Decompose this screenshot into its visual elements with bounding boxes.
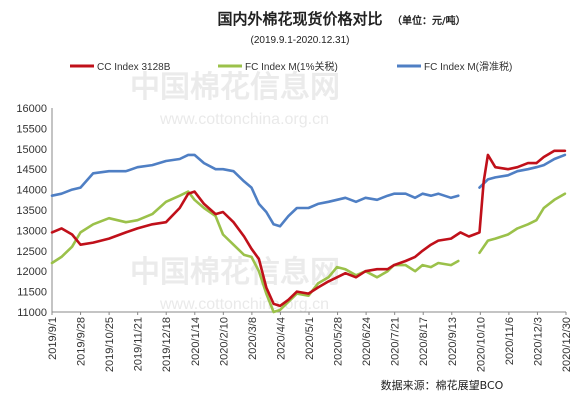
chart-title: 国内外棉花现货价格对比 — [217, 10, 382, 28]
legend-label-cc: CC Index 3128B — [97, 62, 171, 73]
x-tick-label: 2020/8/17 — [418, 317, 430, 366]
legend: CC Index 3128B FC Index M(1%关税) FC Index… — [70, 60, 512, 73]
x-tick-label: 2020/7/21 — [390, 317, 402, 366]
y-tick-label: 13000 — [16, 225, 47, 237]
x-tick-label: 2019/9/28 — [76, 317, 88, 366]
chart-unit: （单位：元/吨） — [392, 14, 466, 27]
y-tick-label: 12500 — [16, 246, 47, 258]
chart-subtitle: (2019.9.1-2020.12.31) — [251, 35, 350, 46]
x-tick-label: 2020/11/6 — [504, 317, 516, 365]
x-tick-label: 2020/4/4 — [275, 317, 287, 360]
x-tick-label: 2020/10/10 — [475, 317, 487, 372]
y-tick-label: 14500 — [16, 164, 47, 176]
watermark-layer: 中国棉花信息网 www.cottonchina.org.cn 中国棉花信息网 w… — [130, 70, 340, 313]
x-tick-label: 2019/9/1 — [47, 317, 59, 360]
y-tick-label: 11500 — [17, 287, 47, 299]
series-line-cc-index — [50, 149, 567, 308]
series-line-fc-index-sliding — [50, 153, 460, 228]
legend-label-fc1: FC Index M(1%关税) — [245, 60, 338, 73]
y-tick-label: 13500 — [16, 205, 47, 217]
x-tick-label: 2020/3/8 — [247, 317, 259, 360]
x-tick-label: 2019/10/25 — [104, 317, 116, 372]
y-tick-label: 16000 — [16, 103, 47, 115]
x-tick-label: 2020/12/3 — [532, 317, 544, 366]
series-line-fc-index-1pct — [478, 192, 567, 255]
x-tick-label: 2020/2/10 — [218, 317, 230, 366]
watermark-url-upper: www.cottonchina.org.cn — [159, 111, 329, 128]
x-tick-labels: 2019/9/1 2019/9/28 2019/10/25 2019/11/21 201… — [47, 312, 573, 372]
y-tick-labels: 16000 15500 15000 14500 14000 13500 13000 12500… — [16, 103, 47, 319]
y-tick-label: 11000 — [17, 307, 47, 319]
y-tick-label: 12000 — [16, 266, 47, 278]
x-tick-label: 2020/12/30 — [561, 317, 573, 372]
data-source-note: 数据来源：棉花展望BCO — [381, 378, 504, 392]
legend-label-fc2: FC Index M(滑准税) — [424, 60, 512, 73]
x-tick-label: 2019/11/21 — [133, 317, 145, 371]
watermark-url-lower: www.cottonchina.org.cn — [159, 296, 329, 313]
x-tick-label: 2020/1/14 — [190, 317, 202, 366]
x-tick-label: 2019/12/18 — [161, 317, 173, 372]
y-tick-label: 14000 — [16, 185, 47, 197]
x-tick-label: 2020/5/28 — [333, 317, 345, 366]
watermark-text-lower: 中国棉花信息网 — [130, 255, 340, 290]
y-tick-label: 15500 — [16, 123, 47, 135]
series-layer — [50, 149, 567, 314]
x-tick-label: 2020/6/24 — [361, 317, 373, 366]
x-tick-label: 2020/9/13 — [447, 317, 459, 366]
y-tick-label: 15000 — [16, 144, 47, 156]
watermark-text-upper: 中国棉花信息网 — [130, 70, 340, 105]
series-line-fc-index-sliding — [478, 153, 567, 189]
x-tick-label: 2020/5/1 — [304, 317, 316, 360]
